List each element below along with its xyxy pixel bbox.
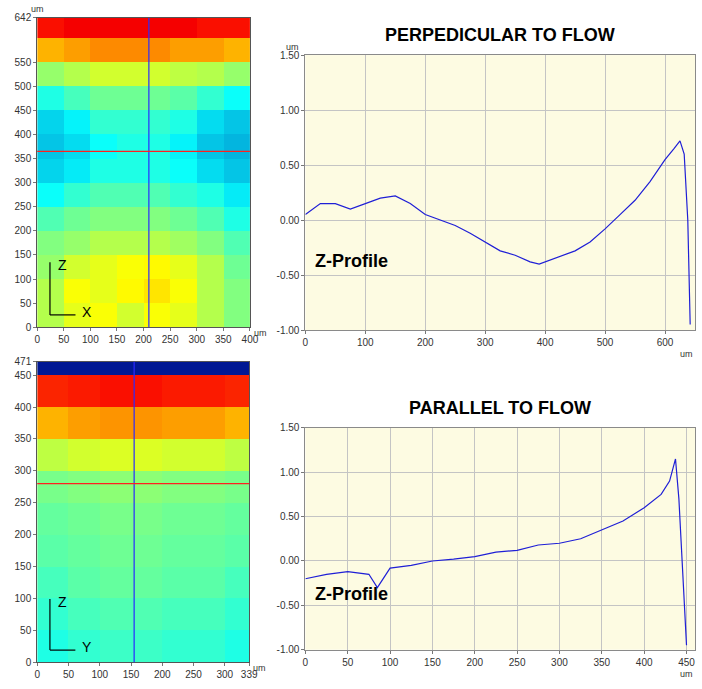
svg-text:100: 100: [15, 593, 32, 604]
svg-text:1.00: 1.00: [280, 105, 300, 116]
svg-text:50: 50: [20, 298, 32, 309]
svg-text:Z: Z: [58, 594, 67, 610]
svg-text:400: 400: [636, 657, 653, 668]
svg-text:Z-Profile: Z-Profile: [315, 251, 388, 271]
svg-text:200: 200: [417, 337, 434, 348]
svg-text:471: 471: [15, 356, 32, 367]
svg-text:350: 350: [215, 334, 232, 345]
svg-text:Y: Y: [82, 639, 92, 655]
svg-text:200: 200: [15, 529, 32, 540]
svg-text:450: 450: [678, 657, 695, 668]
svg-text:X: X: [82, 304, 92, 320]
svg-text:250: 250: [185, 669, 202, 680]
svg-text:-0.50: -0.50: [277, 600, 300, 611]
svg-text:0: 0: [26, 657, 32, 668]
svg-text:-1.00: -1.00: [277, 325, 300, 336]
svg-text:0: 0: [303, 657, 309, 668]
svg-text:250: 250: [509, 657, 526, 668]
svg-text:um: um: [31, 4, 44, 14]
svg-text:0.50: 0.50: [280, 160, 300, 171]
svg-text:250: 250: [15, 497, 32, 508]
svg-text:1.00: 1.00: [280, 467, 300, 478]
svg-text:600: 600: [657, 337, 674, 348]
svg-text:500: 500: [597, 337, 614, 348]
svg-text:0.50: 0.50: [280, 511, 300, 522]
svg-text:100: 100: [357, 337, 374, 348]
svg-text:0: 0: [34, 669, 40, 680]
svg-text:50: 50: [20, 625, 32, 636]
svg-text:1.50: 1.50: [280, 50, 300, 61]
svg-text:350: 350: [593, 657, 610, 668]
svg-text:Z-Profile: Z-Profile: [315, 584, 388, 604]
svg-text:PARALLEL TO FLOW: PARALLEL TO FLOW: [409, 398, 591, 418]
svg-text:500: 500: [15, 81, 32, 92]
svg-text:50: 50: [58, 334, 70, 345]
svg-text:300: 300: [551, 657, 568, 668]
svg-text:200: 200: [135, 334, 152, 345]
svg-text:1.50: 1.50: [280, 422, 300, 433]
svg-text:150: 150: [123, 669, 140, 680]
svg-text:50: 50: [63, 669, 75, 680]
svg-text:400: 400: [242, 334, 259, 345]
svg-text:250: 250: [15, 201, 32, 212]
svg-text:300: 300: [188, 334, 205, 345]
svg-text:150: 150: [15, 249, 32, 260]
svg-text:Z: Z: [58, 257, 67, 273]
svg-text:0: 0: [34, 334, 40, 345]
svg-text:100: 100: [82, 334, 99, 345]
svg-text:200: 200: [15, 225, 32, 236]
svg-text:um: um: [286, 42, 299, 52]
svg-text:0: 0: [303, 337, 309, 348]
svg-text:339: 339: [241, 669, 258, 680]
svg-text:150: 150: [15, 561, 32, 572]
svg-text:300: 300: [15, 465, 32, 476]
svg-text:-0.50: -0.50: [277, 270, 300, 281]
svg-text:300: 300: [216, 669, 233, 680]
svg-text:0.00: 0.00: [280, 555, 300, 566]
svg-text:50: 50: [342, 657, 354, 668]
svg-text:um: um: [680, 349, 693, 359]
svg-text:400: 400: [15, 402, 32, 413]
svg-text:642: 642: [15, 12, 32, 23]
svg-text:150: 150: [424, 657, 441, 668]
svg-text:200: 200: [466, 657, 483, 668]
svg-text:200: 200: [154, 669, 171, 680]
svg-text:400: 400: [15, 129, 32, 140]
svg-text:550: 550: [15, 57, 32, 68]
svg-text:-1.00: -1.00: [277, 644, 300, 655]
svg-text:450: 450: [15, 105, 32, 116]
svg-text:400: 400: [537, 337, 554, 348]
svg-text:150: 150: [109, 334, 126, 345]
svg-text:100: 100: [382, 657, 399, 668]
svg-text:100: 100: [15, 274, 32, 285]
svg-text:um: um: [253, 663, 266, 673]
svg-text:300: 300: [15, 177, 32, 188]
svg-text:um: um: [680, 669, 693, 679]
svg-text:0.00: 0.00: [280, 215, 300, 226]
svg-text:350: 350: [15, 433, 32, 444]
svg-text:250: 250: [162, 334, 179, 345]
svg-text:450: 450: [15, 370, 32, 381]
svg-text:350: 350: [15, 153, 32, 164]
svg-text:PERPEDICULAR TO FLOW: PERPEDICULAR TO FLOW: [385, 25, 615, 45]
svg-text:100: 100: [91, 669, 108, 680]
svg-text:300: 300: [477, 337, 494, 348]
svg-text:um: um: [254, 328, 267, 338]
svg-text:0: 0: [26, 322, 32, 333]
